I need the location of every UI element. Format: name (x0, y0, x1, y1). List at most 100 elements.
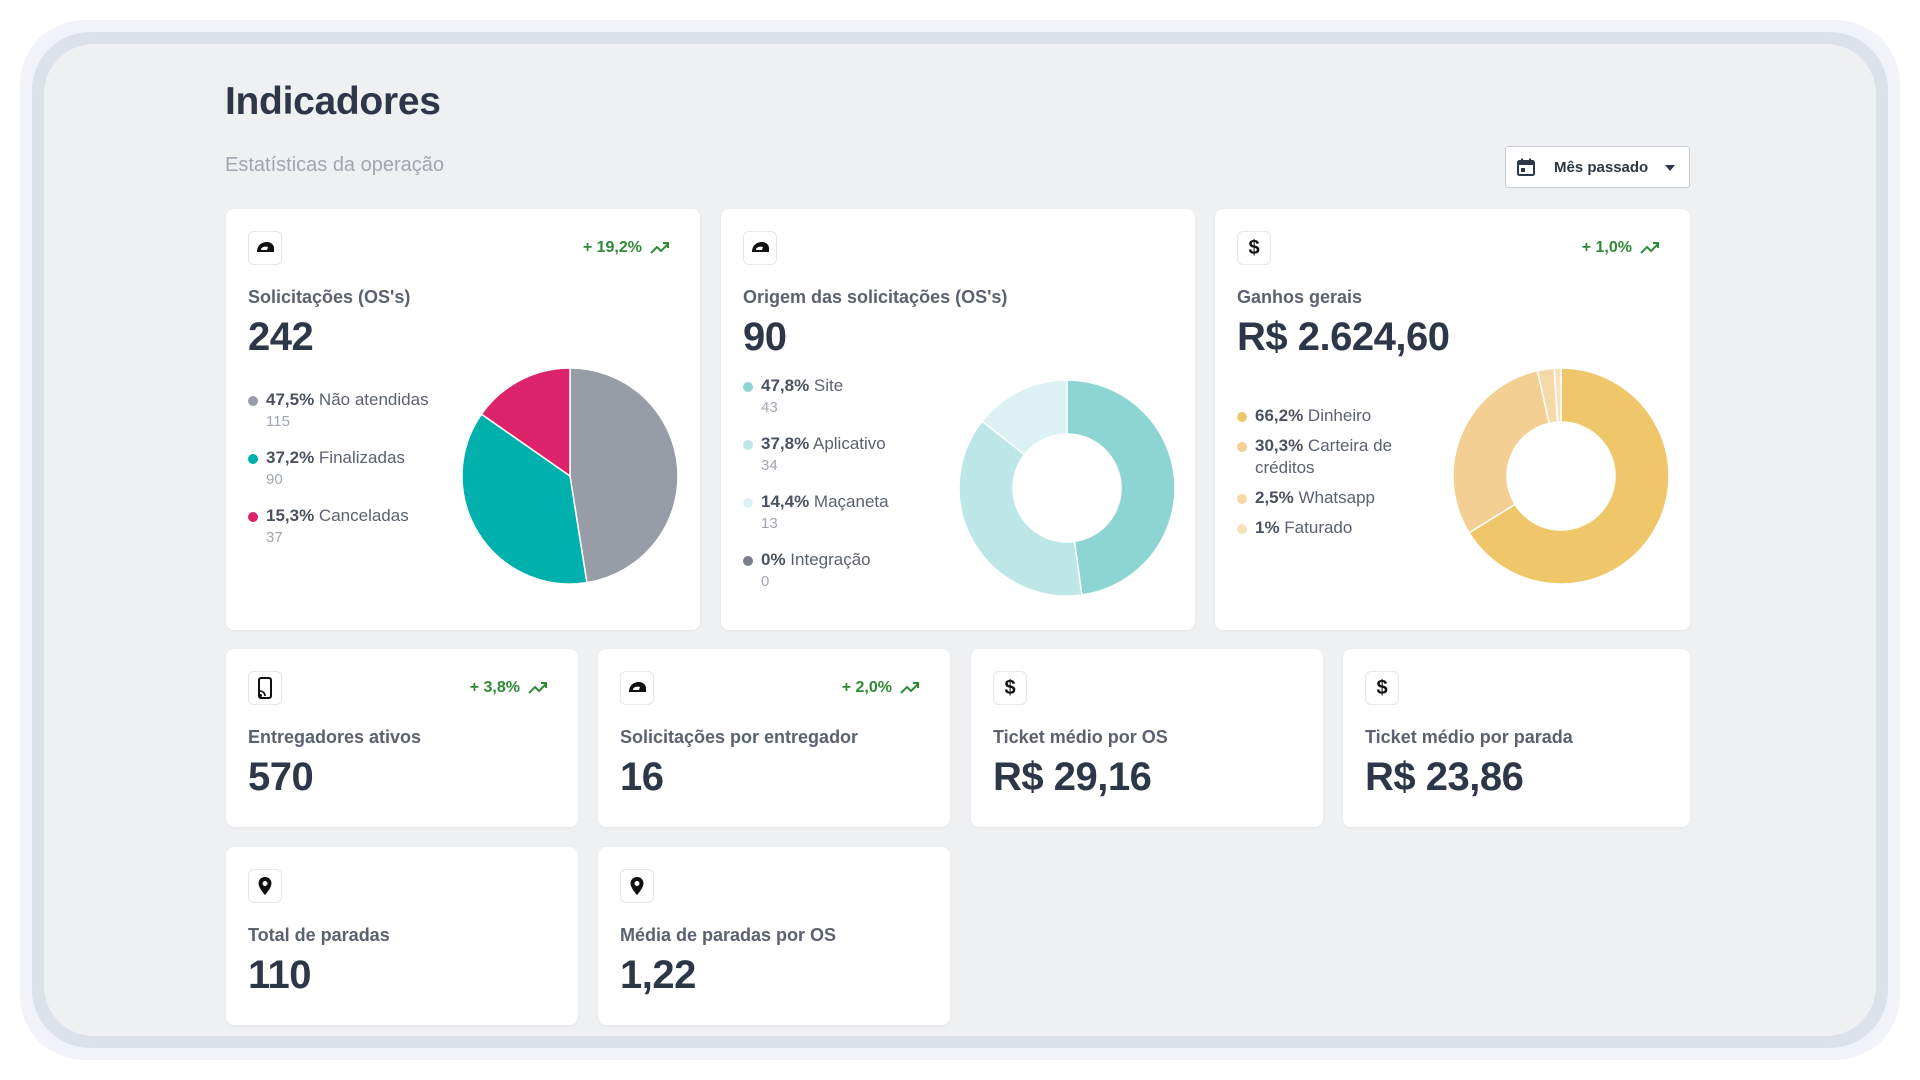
period-select[interactable]: Mês passado (1505, 146, 1690, 188)
legend-item: 47,5% Não atendidas 115 (248, 389, 429, 433)
dollar-icon: $ (1365, 671, 1399, 705)
trending-up-icon (650, 242, 669, 254)
origin-donut-chart (959, 380, 1175, 596)
card-label: Média de paradas por OS (620, 925, 837, 945)
legend-item: 66,2% Dinheiro (1237, 405, 1427, 427)
legend-label: 47,8% Site (761, 375, 889, 397)
legend-item: 0% Integração 0 (743, 549, 889, 593)
legend-category: Whatsapp (1293, 488, 1376, 507)
card-label: Solicitações (OS's) (248, 287, 411, 307)
card-label: Ticket médio por OS (993, 727, 1168, 747)
page-subtitle: Estatísticas da operação (225, 154, 445, 176)
motorcycle-helmet-icon (248, 231, 282, 265)
trending-up-icon (528, 682, 547, 694)
card-label: Origem das solicitações (OS's) (743, 287, 1008, 307)
legend-item: 1% Faturado (1237, 517, 1427, 539)
legend-label: 30,3% Carteira de créditos (1255, 435, 1427, 479)
legend-percent: 47,8% (761, 376, 810, 395)
legend-label: 2,5% Whatsapp (1255, 487, 1427, 509)
period-select-value: Mês passado (1554, 158, 1649, 176)
legend-percent: 66,2% (1255, 406, 1304, 425)
card-value: R$ 2.624,60 (1237, 315, 1450, 359)
legend-item: 37,8% Aplicativo 34 (743, 433, 889, 477)
card-value: 16 (620, 755, 664, 799)
location-pin-icon (620, 869, 654, 903)
card-label: Ticket médio por parada (1365, 727, 1573, 747)
dollar-icon: $ (1237, 231, 1271, 265)
legend-dot (743, 382, 753, 392)
legend-category: Carteira de créditos (1255, 436, 1393, 477)
card-origem: Origem das solicitações (OS's) 90 47,8% … (721, 209, 1195, 630)
legend-category: Site (809, 376, 844, 395)
legend-category: Dinheiro (1303, 406, 1372, 425)
card-label: Ganhos gerais (1237, 287, 1363, 307)
card-total-paradas: Total de paradas 110 (226, 847, 578, 1025)
card-value: R$ 29,16 (993, 755, 1152, 799)
legend-percent: 14,4% (761, 492, 810, 511)
card-value: 570 (248, 755, 314, 799)
chevron-down-icon (1665, 165, 1675, 171)
trend-badge: + 3,8% (470, 679, 548, 697)
legend-label: 0% Integração (761, 549, 889, 571)
legend-dot (1237, 442, 1247, 452)
legend-item: 2,5% Whatsapp (1237, 487, 1427, 509)
pie-slice-canceladas[interactable] (480, 368, 571, 478)
trend-badge: + 2,0% (842, 679, 920, 697)
mobile-signal-icon (248, 671, 282, 705)
legend-label: 14,4% Maçaneta (761, 491, 889, 513)
card-label: Solicitações por entregador (620, 727, 859, 747)
chart-legend: 66,2% Dinheiro 30,3% Carteira de créditos… (1237, 405, 1427, 547)
legend-percent: 0% (761, 550, 786, 569)
pie-slice-aplicativo[interactable] (959, 420, 1083, 596)
card-ticket-os: $ Ticket médio por OS R$ 29,16 (971, 649, 1323, 827)
trend-value: + 1,0% (1581, 239, 1632, 256)
legend-item: 47,8% Site 43 (743, 375, 889, 419)
legend-count: 34 (761, 457, 778, 474)
legend-label: 66,2% Dinheiro (1255, 405, 1427, 427)
pie-slice-n-o-atendidas[interactable] (569, 368, 678, 584)
legend-item: 37,2% Finalizadas 90 (248, 447, 429, 491)
pie-slice-dinheiro[interactable] (1468, 368, 1669, 584)
trend-value: + 2,0% (841, 679, 892, 696)
legend-percent: 1% (1255, 518, 1280, 537)
chart-legend: 47,8% Site 43 37,8% Aplicativo 34 14,4% Maça… (743, 375, 889, 607)
pie-slice-faturado[interactable] (1553, 368, 1562, 423)
trend-value: + 19,2% (582, 239, 642, 256)
legend-category: Finalizadas (314, 448, 405, 467)
legend-percent: 30,3% (1255, 436, 1304, 455)
card-value: 90 (743, 315, 787, 359)
legend-category: Não atendidas (314, 390, 429, 409)
pie-slice-carteira-de-cr-ditos[interactable] (1453, 369, 1551, 534)
legend-percent: 2,5% (1255, 488, 1294, 507)
legend-category: Aplicativo (809, 434, 886, 453)
legend-label: 37,8% Aplicativo (761, 433, 889, 455)
legend-dot (743, 556, 753, 566)
pie-slice-finalizadas[interactable] (462, 413, 588, 584)
legend-item: 14,4% Maçaneta 13 (743, 491, 889, 535)
card-label: Entregadores ativos (248, 727, 422, 747)
card-ticket-parada: $ Ticket médio por parada R$ 23,86 (1343, 649, 1690, 827)
legend-count: 115 (266, 413, 290, 430)
card-value: 242 (248, 315, 314, 359)
legend-dot (248, 512, 258, 522)
legend-item: 15,3% Canceladas 37 (248, 505, 429, 549)
trend-badge: + 19,2% (583, 239, 670, 257)
pie-slice-ma-aneta[interactable] (981, 380, 1068, 456)
card-media-paradas: Média de paradas por OS 1,22 (598, 847, 950, 1025)
legend-dot (248, 454, 258, 464)
card-value: 110 (248, 953, 312, 997)
legend-dot (743, 440, 753, 450)
pie-slice-site[interactable] (1066, 380, 1175, 596)
legend-category: Canceladas (314, 506, 409, 525)
legend-percent: 47,5% (266, 390, 315, 409)
card-por-entregador: + 2,0% Solicitações por entregador 16 (598, 649, 950, 827)
trend-badge: + 1,0% (1582, 239, 1660, 257)
legend-percent: 37,2% (266, 448, 315, 467)
legend-category: Faturado (1279, 518, 1353, 537)
dashboard-screen: Indicadores Estatísticas da operação Mês… (44, 44, 1876, 1036)
card-label: Total de paradas (248, 925, 390, 945)
legend-count: 37 (266, 529, 283, 546)
legend-count: 43 (761, 399, 778, 416)
card-solicitacoes: + 19,2% Solicitações (OS's) 242 47,5% Nã… (226, 209, 700, 630)
legend-label: 15,3% Canceladas (266, 505, 429, 527)
